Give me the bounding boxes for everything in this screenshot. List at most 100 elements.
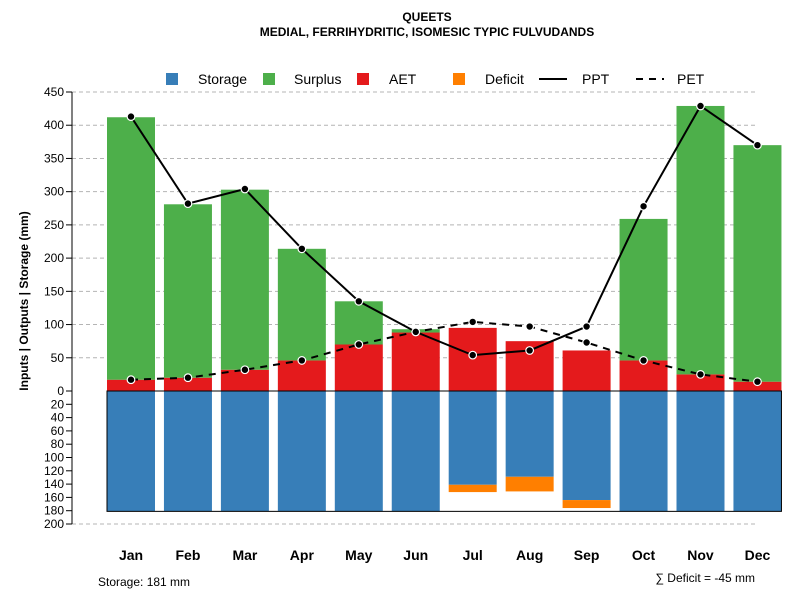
y-tick-label: 150: [44, 284, 64, 298]
line-ppt: [130, 104, 759, 357]
x-tick-label: Mar: [232, 547, 257, 563]
bar-aet: [107, 379, 155, 391]
bar-aet: [391, 332, 440, 391]
x-tick-label: Sep: [574, 547, 600, 563]
bar-storage: [334, 391, 383, 512]
y-tick-label: 40: [51, 411, 65, 425]
point-ppt: [126, 112, 136, 121]
bar-aet: [676, 374, 725, 391]
y-tick-label: 120: [44, 464, 64, 478]
x-tick-label: Aug: [516, 547, 543, 563]
bar-surplus: [733, 145, 782, 382]
point-ppt: [183, 199, 193, 209]
y-tick-label: 200: [44, 251, 64, 265]
point-ppt: [411, 327, 421, 337]
bar-aet: [334, 344, 383, 391]
x-tick-label: May: [345, 547, 372, 563]
point-ppt: [582, 322, 591, 331]
x-tick-label: Apr: [290, 547, 315, 563]
y-tick-label: 100: [44, 318, 64, 332]
y-tick-label: 60: [51, 424, 65, 438]
point-pet: [297, 356, 307, 365]
storage-note: Storage: 181 mm: [98, 575, 190, 589]
bar-storage: [733, 391, 782, 512]
bar-storage: [391, 391, 440, 512]
bar-aet: [562, 350, 611, 391]
y-tick-label: 160: [44, 490, 64, 504]
legend-swatch: [166, 73, 178, 85]
y-tick-label: 80: [51, 437, 65, 451]
bars: [106, 105, 782, 512]
bar-surplus: [334, 301, 383, 345]
legend-swatch: [453, 73, 465, 85]
bar-surplus: [676, 105, 725, 375]
legend-label: Deficit: [485, 71, 524, 87]
x-tick-label: Jan: [119, 547, 143, 563]
y-tick-label: 400: [44, 118, 64, 132]
point-pet: [240, 365, 250, 375]
bar-surplus: [277, 248, 326, 361]
bar-surplus: [107, 117, 155, 380]
point-ppt: [696, 101, 705, 111]
bar-storage: [277, 391, 326, 512]
y-tick-label: 200: [44, 517, 64, 531]
bar-storage: [107, 391, 155, 512]
bar-aet: [163, 377, 212, 391]
bar-surplus: [619, 218, 668, 361]
point-ppt: [468, 350, 478, 360]
point-pet: [468, 317, 478, 327]
point-ppt: [753, 140, 762, 150]
bar-deficit: [505, 476, 554, 492]
y-tick-label: 180: [44, 504, 64, 518]
bar-storage: [619, 391, 668, 512]
point-pet: [696, 369, 705, 379]
bar-storage: [220, 391, 269, 512]
bar-storage: [505, 391, 554, 477]
y-tick-label: 50: [51, 351, 65, 365]
deficit-note: ∑ Deficit = -45 mm: [655, 571, 755, 585]
y-tick-label: 0: [57, 384, 64, 398]
point-pet: [582, 338, 591, 347]
y-tick-label: 450: [44, 85, 64, 99]
point-ppt: [525, 346, 535, 355]
x-tick-label: Jul: [463, 547, 483, 563]
bar-storage: [676, 391, 725, 512]
legend-label: Storage: [198, 71, 247, 87]
y-tick-label: 250: [44, 218, 64, 232]
y-tick-label: 100: [44, 451, 64, 465]
y-axis-label: Inputs | Outputs | Storage (mm): [17, 211, 31, 390]
point-pet: [525, 322, 535, 331]
legend-label: AET: [389, 71, 417, 87]
point-ppt: [639, 201, 648, 211]
axes: 0501001502002503003504004502040608010012…: [44, 85, 771, 563]
bar-aet: [220, 369, 269, 391]
y-tick-label: 300: [44, 185, 64, 199]
line-pet: [130, 320, 758, 383]
legend-swatch: [263, 73, 275, 85]
y-tick-label: 20: [51, 397, 65, 411]
series-lines: [126, 101, 762, 387]
bar-deficit: [448, 484, 497, 493]
bar-storage: [448, 391, 497, 485]
legend-label: Surplus: [294, 71, 341, 87]
point-ppt: [240, 184, 250, 194]
point-pet: [639, 356, 648, 365]
legend-label: PPT: [582, 71, 610, 87]
x-tick-label: Dec: [745, 547, 771, 563]
chart-title: QUEETS: [402, 10, 451, 24]
bar-surplus: [220, 189, 269, 370]
point-ppt: [297, 244, 307, 254]
bar-deficit: [562, 500, 611, 509]
bar-surplus: [163, 204, 212, 378]
x-tick-label: Jun: [403, 547, 428, 563]
bar-aet: [733, 381, 782, 391]
point-pet: [126, 375, 136, 385]
point-pet: [354, 340, 364, 349]
legend-label: PET: [677, 71, 705, 87]
point-pet: [753, 377, 762, 387]
x-tick-label: Feb: [176, 547, 201, 563]
x-tick-label: Nov: [687, 547, 714, 563]
x-tick-label: Oct: [632, 547, 656, 563]
legend-swatch: [357, 73, 369, 85]
